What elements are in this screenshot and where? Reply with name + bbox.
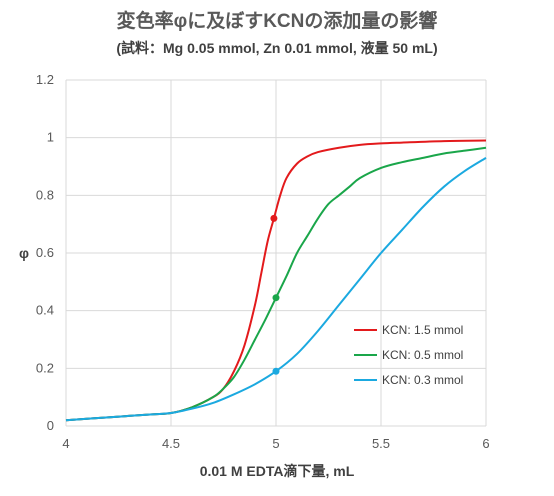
y-tick-label: 0.8 bbox=[36, 187, 54, 202]
tick-labels: 0 0.2 0.4 0.6 0.8 1 1.2 4 4.5 5 5.5 6 bbox=[36, 72, 490, 451]
series-line-2 bbox=[65, 156, 487, 422]
x-axis-label: 0.01 M EDTA滴下量, mL bbox=[200, 463, 355, 479]
x-tick-label: 5 bbox=[272, 436, 279, 451]
y-tick-label: 1 bbox=[47, 130, 54, 145]
y-tick-label: 0.2 bbox=[36, 360, 54, 375]
x-tick-label: 5.5 bbox=[372, 436, 390, 451]
y-tick-label: 0 bbox=[47, 418, 54, 433]
series-line-1 bbox=[65, 146, 487, 422]
chart-subtitle: (試料：Mg 0.05 mmol, Zn 0.01 mmol, 液量 50 mL… bbox=[116, 40, 438, 56]
y-tick-label: 1.2 bbox=[36, 72, 54, 87]
legend-entry-2: KCN: 0.3 mmol bbox=[382, 373, 463, 387]
series-marker-2 bbox=[272, 367, 280, 375]
y-axis-label: φ bbox=[19, 245, 29, 261]
x-tick-label: 6 bbox=[482, 436, 489, 451]
legend: KCN: 1.5 mmol KCN: 0.5 mmol KCN: 0.3 mmol bbox=[354, 323, 463, 387]
series-marker-0 bbox=[270, 214, 278, 222]
legend-entry-0: KCN: 1.5 mmol bbox=[382, 323, 463, 337]
y-tick-label: 0.4 bbox=[36, 303, 54, 318]
x-tick-label: 4 bbox=[62, 436, 69, 451]
legend-entry-1: KCN: 0.5 mmol bbox=[382, 348, 463, 362]
series-marker-1 bbox=[272, 294, 280, 302]
y-tick-label: 0.6 bbox=[36, 245, 54, 260]
x-tick-label: 4.5 bbox=[162, 436, 180, 451]
series-lines bbox=[65, 139, 487, 422]
chart-title: 変色率φに及ぼすKCNの添加量の影響 bbox=[116, 11, 438, 32]
